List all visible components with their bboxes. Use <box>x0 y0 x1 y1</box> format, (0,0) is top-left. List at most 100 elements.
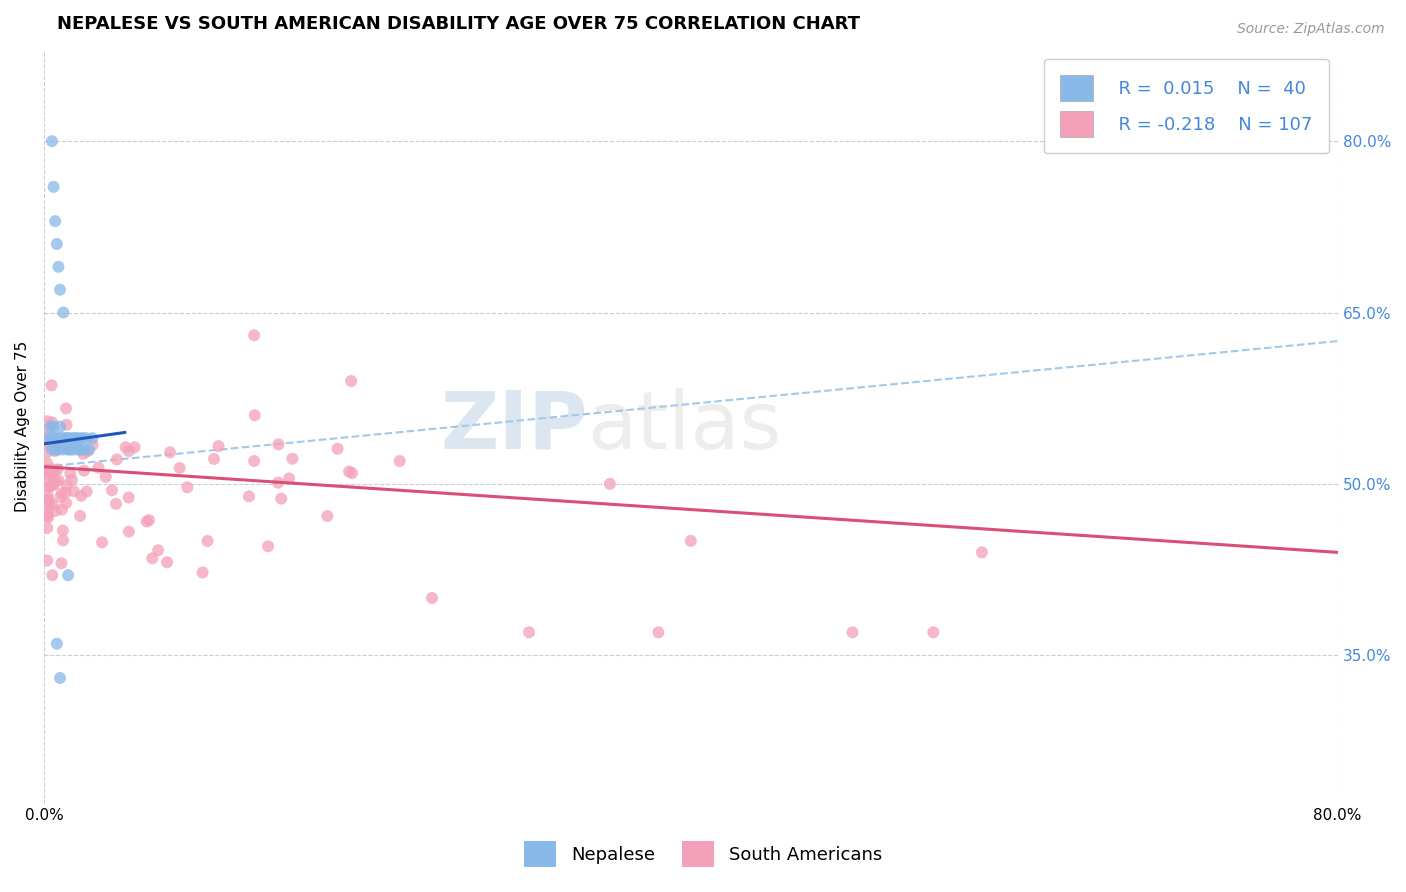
Text: NEPALESE VS SOUTH AMERICAN DISABILITY AGE OVER 75 CORRELATION CHART: NEPALESE VS SOUTH AMERICAN DISABILITY AG… <box>56 15 860 33</box>
Point <box>37 492 59 507</box>
Point <box>76 444 98 458</box>
Point <box>517 625 540 640</box>
Point <box>316 509 339 524</box>
Point <box>146 543 169 558</box>
Point <box>49 490 72 504</box>
Point <box>69 508 91 523</box>
Point <box>52 442 75 457</box>
Point <box>41 498 63 512</box>
Point <box>37 521 59 535</box>
Point <box>105 452 128 467</box>
Legend: Nepalese, South Americans: Nepalese, South Americans <box>516 834 890 874</box>
Point <box>44 444 66 458</box>
Point <box>73 442 96 457</box>
Point <box>56 478 79 492</box>
Point <box>44 214 66 228</box>
Point <box>52 524 75 538</box>
Point <box>281 451 304 466</box>
Point <box>72 447 94 461</box>
Point <box>55 401 77 416</box>
Point <box>59 467 82 481</box>
Point <box>257 539 280 553</box>
Point <box>38 480 60 494</box>
Text: atlas: atlas <box>588 388 782 466</box>
Point <box>75 431 97 445</box>
Point <box>197 533 219 548</box>
Point <box>55 431 77 445</box>
Point <box>267 475 290 490</box>
Point <box>73 464 96 478</box>
Point <box>70 489 93 503</box>
Point <box>243 328 266 343</box>
Point <box>922 625 945 640</box>
Point <box>55 440 77 454</box>
Point <box>65 431 87 445</box>
Point <box>56 442 79 457</box>
Point <box>72 431 94 445</box>
Point <box>76 484 98 499</box>
Point <box>169 461 191 475</box>
Point <box>56 431 79 445</box>
Point <box>37 445 59 459</box>
Point <box>51 556 73 570</box>
Point <box>56 568 79 582</box>
Point <box>37 505 59 519</box>
Point <box>105 497 128 511</box>
Point <box>63 431 86 445</box>
Point <box>44 442 66 457</box>
Point <box>91 535 114 549</box>
Point <box>55 496 77 510</box>
Point <box>37 431 59 445</box>
Point <box>37 456 59 470</box>
Point <box>65 435 87 450</box>
Point <box>340 374 363 388</box>
Point <box>44 431 66 445</box>
Point <box>51 486 73 500</box>
Point <box>42 180 65 194</box>
Point <box>42 476 65 491</box>
Point <box>60 431 83 445</box>
Point <box>37 509 59 524</box>
Point <box>82 431 104 445</box>
Point <box>49 431 72 445</box>
Point <box>141 551 163 566</box>
Point <box>41 431 63 445</box>
Y-axis label: Disability Age Over 75: Disability Age Over 75 <box>15 341 30 512</box>
Point <box>42 419 65 434</box>
Point <box>41 442 63 457</box>
Point <box>37 489 59 503</box>
Point <box>62 484 84 499</box>
Point <box>38 431 60 445</box>
Point <box>37 553 59 567</box>
Point <box>39 465 62 479</box>
Point <box>38 480 60 494</box>
Point <box>159 445 181 459</box>
Point <box>37 498 59 512</box>
Text: ZIP: ZIP <box>440 388 588 466</box>
Point <box>38 436 60 450</box>
Point <box>94 470 117 484</box>
Point <box>38 493 60 508</box>
Point <box>118 524 141 539</box>
Point <box>87 460 110 475</box>
Point <box>52 533 75 548</box>
Point <box>37 464 59 478</box>
Point <box>37 510 59 524</box>
Point <box>49 283 72 297</box>
Point <box>69 431 91 445</box>
Point <box>37 462 59 476</box>
Point <box>679 533 702 548</box>
Point <box>51 502 73 516</box>
Point <box>176 480 198 494</box>
Point <box>841 625 863 640</box>
Point <box>117 491 139 505</box>
Point <box>270 491 292 506</box>
Point <box>46 438 69 452</box>
Point <box>48 474 70 488</box>
Point <box>49 671 72 685</box>
Point <box>138 513 160 527</box>
Point <box>101 483 124 498</box>
Point <box>51 431 73 445</box>
Point <box>55 417 77 432</box>
Point <box>243 409 266 423</box>
